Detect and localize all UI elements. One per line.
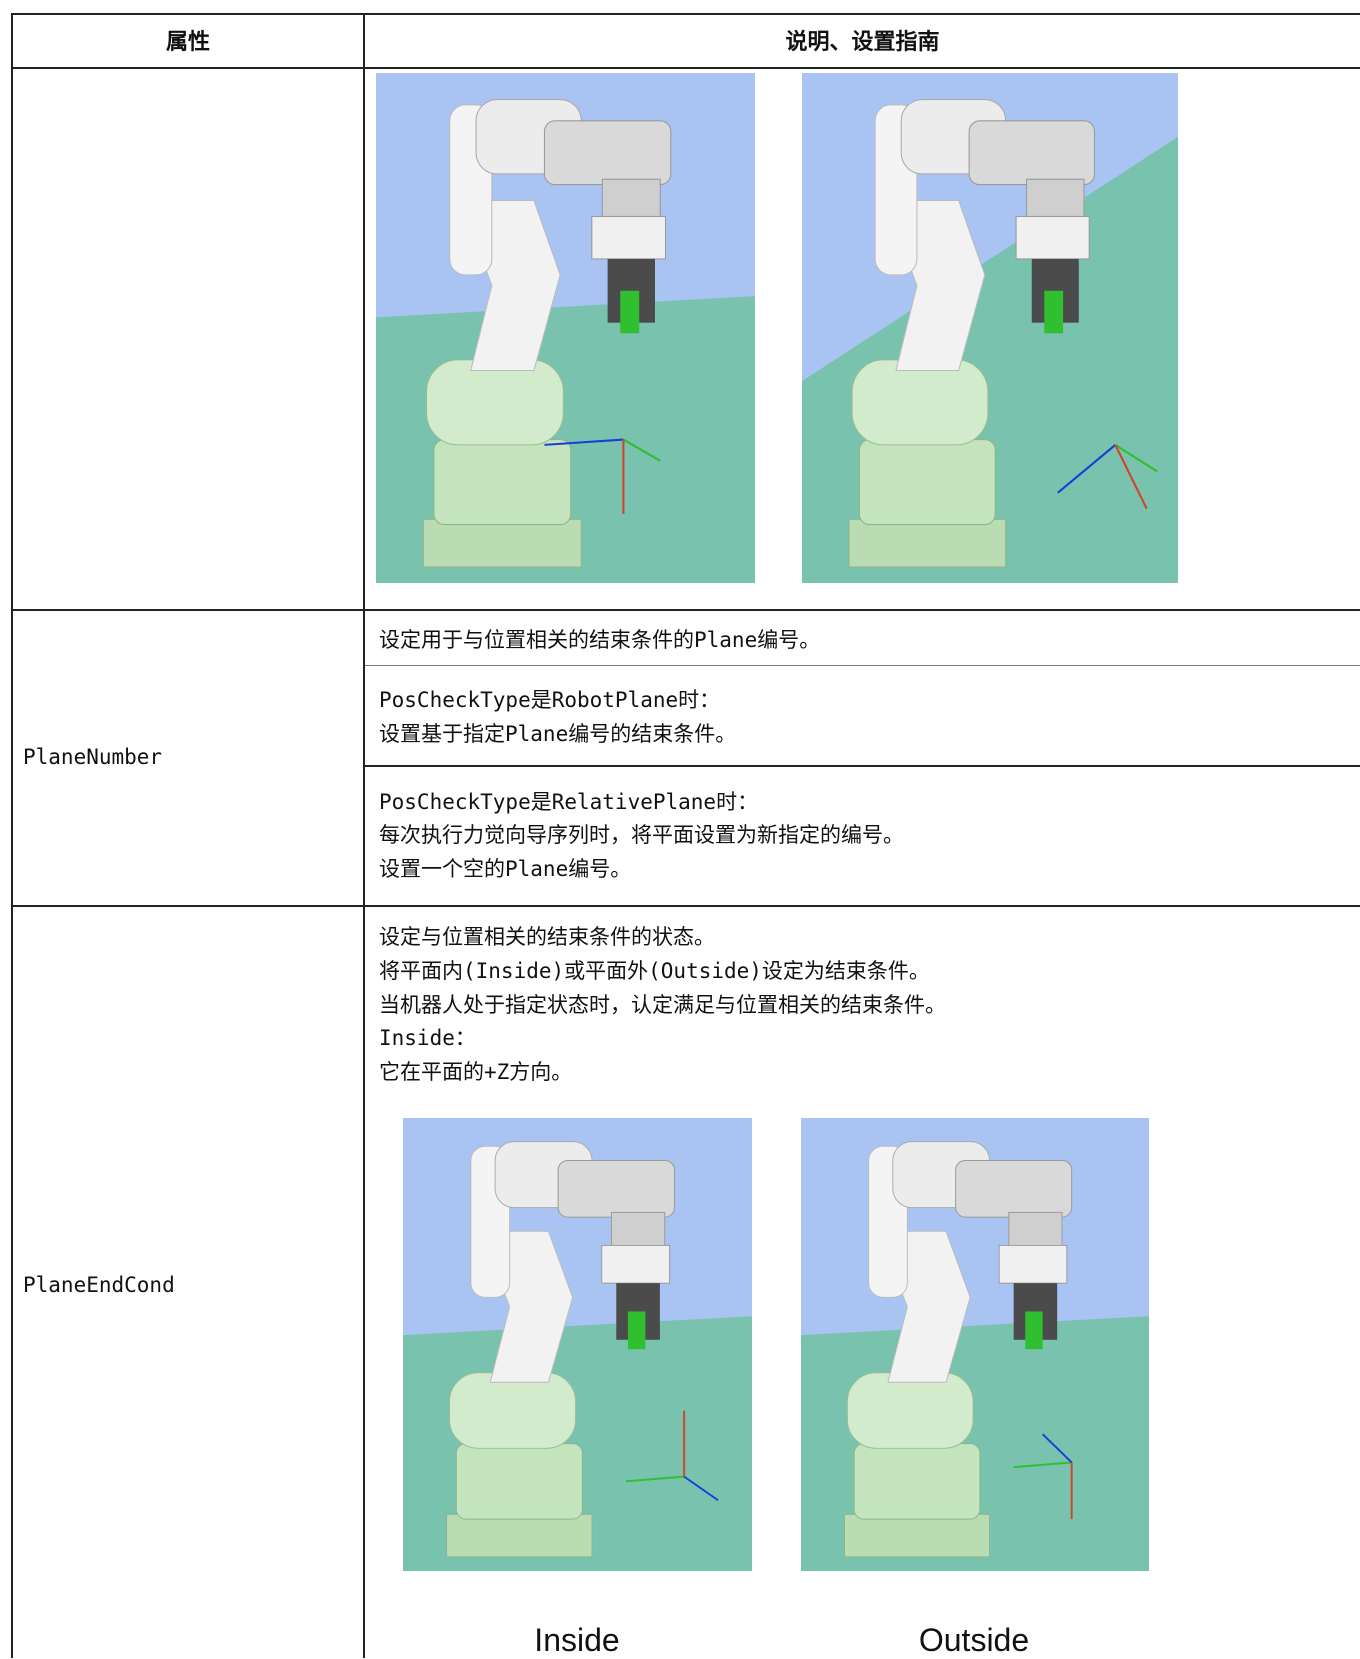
description: PosCheckType是RobotPlane时： [379,688,721,712]
figure-caption: Outside [918,1622,1030,1658]
description: 当机器人处于指定状态时，认定满足与位置相关的结束条件。 [379,993,946,1017]
description: 设置一个空的Plane编号。 [379,857,632,881]
border [11,13,1360,15]
property-name: PlaneEndCond [23,1273,175,1297]
description: 设置基于指定Plane编号的结束条件。 [379,722,737,746]
description: 它在平面的+Z方向。 [379,1060,573,1084]
property-name: PlaneNumber [23,745,163,769]
description: Inside： [379,1026,476,1050]
robot-figure [376,73,755,583]
description: PosCheckType是RelativePlane时： [379,790,759,814]
border [364,765,1360,767]
border [364,665,1360,666]
border [11,609,1360,611]
border [11,13,13,1658]
figure-caption: Inside [534,1622,620,1658]
description: 将平面内(Inside)或平面外(Outside)设定为结束条件。 [379,959,930,983]
robot-figure [403,1118,752,1571]
header-cell: 属性 [165,30,210,55]
description: 每次执行力觉向导序列时，将平面设置为新指定的编号。 [379,823,904,847]
description: 设定用于与位置相关的结束条件的Plane编号。 [379,628,821,652]
border [11,67,1360,69]
description: 设定与位置相关的结束条件的状态。 [379,925,715,949]
header-cell: 说明、设置指南 [785,30,940,55]
robot-figure [802,73,1178,583]
border [11,905,1360,907]
border [363,13,365,1658]
robot-figure [801,1118,1149,1571]
